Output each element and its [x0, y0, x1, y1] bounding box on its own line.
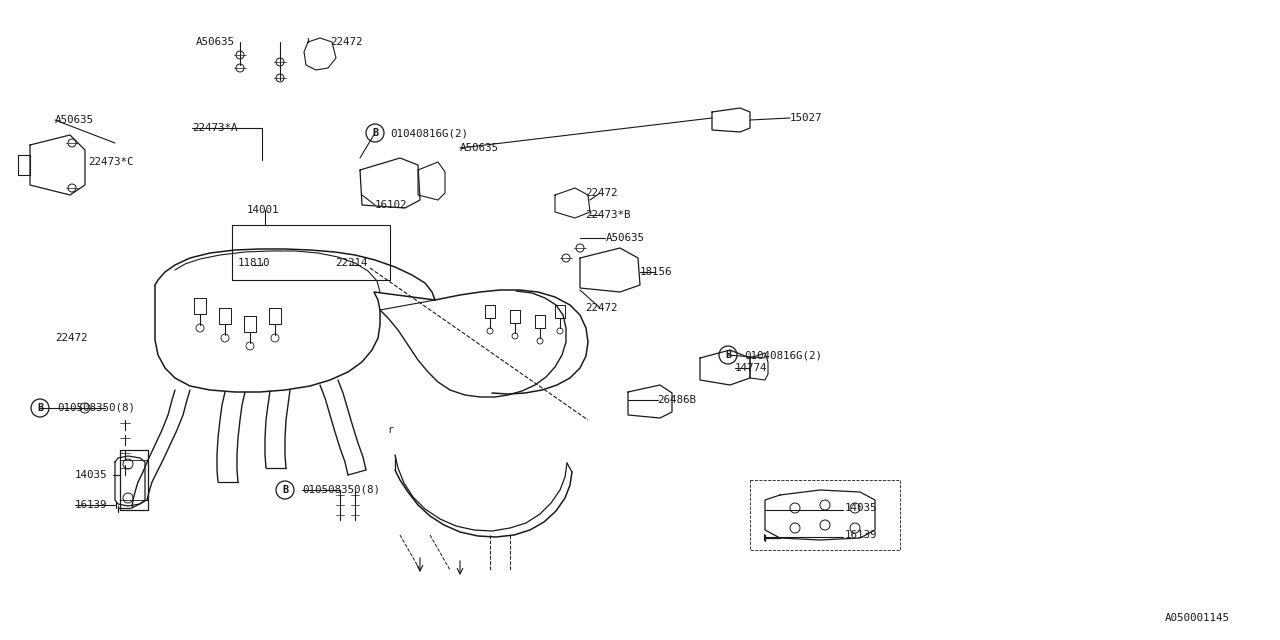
Text: 11810: 11810 — [238, 258, 270, 268]
Text: B: B — [282, 485, 288, 495]
Text: 14035: 14035 — [845, 503, 878, 513]
Text: 010508350(8): 010508350(8) — [58, 403, 134, 413]
Text: 01040816G(2): 01040816G(2) — [390, 128, 468, 138]
Text: A50635: A50635 — [196, 37, 236, 47]
Text: A50635: A50635 — [460, 143, 499, 153]
Text: 22472: 22472 — [585, 303, 617, 313]
Text: r: r — [387, 425, 393, 435]
Text: 010508350(8): 010508350(8) — [302, 485, 380, 495]
Text: 14774: 14774 — [735, 363, 768, 373]
Text: 16139: 16139 — [76, 500, 108, 510]
Text: 18156: 18156 — [640, 267, 672, 277]
Text: 16139: 16139 — [845, 530, 878, 540]
Text: 14035: 14035 — [76, 470, 108, 480]
Text: 22314: 22314 — [335, 258, 367, 268]
Text: B: B — [724, 350, 731, 360]
Text: 15027: 15027 — [790, 113, 823, 123]
Text: 22472: 22472 — [55, 333, 87, 343]
Text: B: B — [372, 128, 378, 138]
Text: A50635: A50635 — [605, 233, 645, 243]
Text: 22473*A: 22473*A — [192, 123, 238, 133]
Text: 16102: 16102 — [375, 200, 407, 210]
Text: 22472: 22472 — [330, 37, 362, 47]
Text: 22473*C: 22473*C — [88, 157, 133, 167]
Text: 14001: 14001 — [247, 205, 279, 215]
Text: 22473*B: 22473*B — [585, 210, 631, 220]
Text: A050001145: A050001145 — [1165, 613, 1230, 623]
Text: 01040816G(2): 01040816G(2) — [744, 350, 822, 360]
Text: B: B — [37, 403, 44, 413]
Text: 26486B: 26486B — [657, 395, 696, 405]
Text: A50635: A50635 — [55, 115, 93, 125]
Text: 22472: 22472 — [585, 188, 617, 198]
